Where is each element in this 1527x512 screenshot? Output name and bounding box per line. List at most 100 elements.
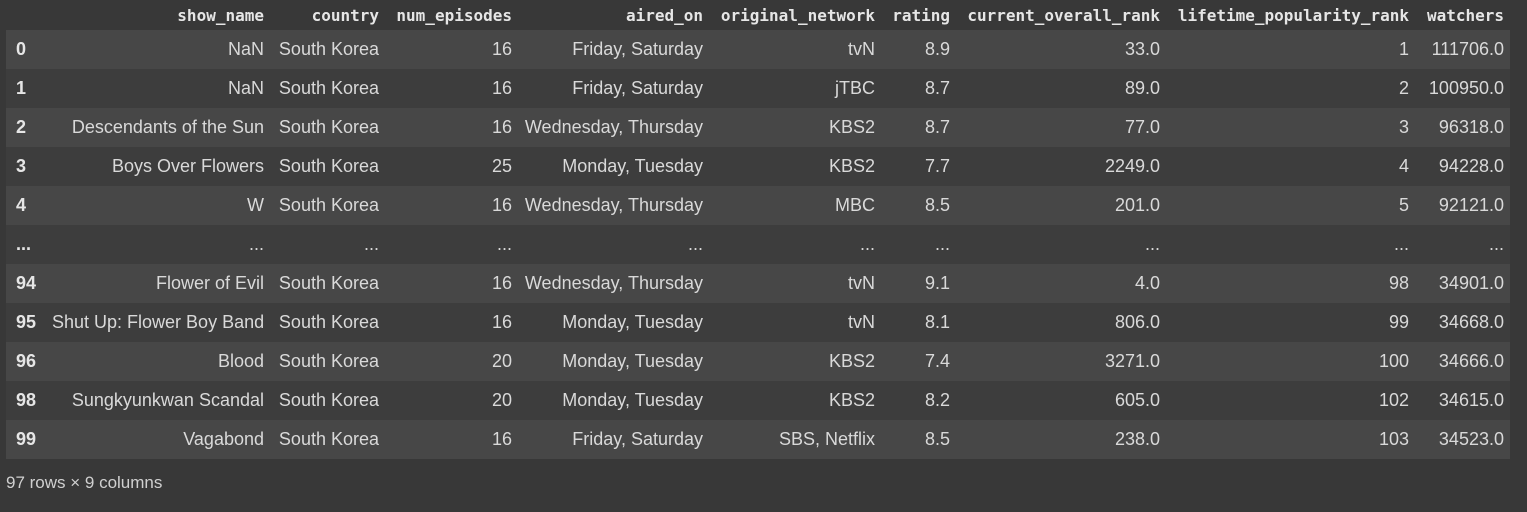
table-cell: South Korea (278, 195, 379, 215)
row-index: 0 (16, 39, 27, 59)
column-header: rating (881, 0, 956, 30)
table-cell: 8.7 (924, 117, 950, 137)
table-cell: Monday, Tuesday (562, 312, 703, 332)
table-cell: 96318.0 (1438, 117, 1504, 137)
table-cell: Friday, Saturday (572, 78, 703, 98)
row-column-count: 97 rows × 9 columns (6, 473, 163, 492)
table-cell: South Korea (278, 273, 379, 293)
table-cell: ... (496, 234, 512, 254)
table-cell: 34523.0 (1438, 429, 1504, 449)
table-row: 94 Flower of Evil South Korea 16 Wednesday, … (6, 264, 1510, 303)
table-cell: 98 (1388, 273, 1409, 293)
table-cell: 89.0 (1124, 78, 1160, 98)
table-cell: 16 (491, 39, 512, 59)
table-cell: 92121.0 (1438, 195, 1504, 215)
table-cell: 3271.0 (1104, 351, 1160, 371)
table-cell: 8.5 (924, 429, 950, 449)
table-cell: tvN (848, 39, 875, 59)
table-cell: 16 (491, 195, 512, 215)
table-cell: Blood (217, 351, 264, 371)
table-cell: Shut Up: Flower Boy Band (52, 312, 265, 332)
table-cell: Boys Over Flowers (111, 156, 264, 176)
column-header: num_episodes (385, 0, 518, 30)
table-cell: 8.7 (924, 78, 950, 98)
row-index: 95 (16, 312, 37, 332)
table-cell: ... (1488, 234, 1504, 254)
table-cell: 16 (491, 273, 512, 293)
table-cell: 605.0 (1114, 390, 1160, 410)
table-cell: NaN (227, 78, 264, 98)
table-cell: 16 (491, 312, 512, 332)
column-header: original_network (709, 0, 881, 30)
table-cell: jTBC (835, 78, 875, 98)
table-cell: Wednesday, Thursday (524, 117, 703, 137)
table-cell: ... (1144, 234, 1160, 254)
table-cell: South Korea (278, 39, 379, 59)
table-cell: Flower of Evil (155, 273, 264, 293)
table-cell: 16 (491, 78, 512, 98)
table-row: 4 W South Korea 16 Wednesday, Thursday MBC 8.5… (6, 186, 1510, 225)
table-row: .............................. (6, 225, 1510, 264)
table-cell: South Korea (278, 390, 379, 410)
table-cell: 100950.0 (1428, 78, 1504, 98)
table-cell: ... (859, 234, 875, 254)
table-cell: South Korea (278, 429, 379, 449)
index-header (6, 0, 46, 30)
column-header: lifetime_popularity_rank (1166, 0, 1415, 30)
column-header: country (270, 0, 385, 30)
table-row: 0 NaN South Korea 16 Friday, Saturday tvN 8.9 3… (6, 30, 1510, 69)
table-cell: Descendants of the Sun (71, 117, 264, 137)
table-cell: 7.7 (924, 156, 950, 176)
row-index: 4 (16, 195, 27, 215)
row-index: 99 (16, 429, 37, 449)
table-cell: 34668.0 (1438, 312, 1504, 332)
table-cell: 2 (1398, 78, 1409, 98)
table-cell: 103 (1378, 429, 1409, 449)
dataframe-table: show_name country num_episodes aired_on … (6, 0, 1510, 459)
table-cell: 20 (491, 390, 512, 410)
header-row: show_name country num_episodes aired_on … (6, 0, 1510, 30)
table-cell: South Korea (278, 78, 379, 98)
table-cell: 3 (1398, 117, 1409, 137)
table-cell: ... (934, 234, 950, 254)
column-header: watchers (1415, 0, 1510, 30)
table-cell: 201.0 (1114, 195, 1160, 215)
table-cell: 16 (491, 117, 512, 137)
table-cell: South Korea (278, 156, 379, 176)
table-cell: 9.1 (924, 273, 950, 293)
table-cell: MBC (835, 195, 875, 215)
table-cell: KBS2 (828, 156, 875, 176)
table-cell: 4 (1398, 156, 1409, 176)
table-cell: 16 (491, 429, 512, 449)
row-index: 1 (16, 78, 27, 98)
column-header: current_overall_rank (956, 0, 1166, 30)
row-index: 96 (16, 351, 37, 371)
table-cell: 1 (1398, 39, 1409, 59)
table-cell: 2249.0 (1104, 156, 1160, 176)
table-cell: 100 (1378, 351, 1409, 371)
table-cell: ... (1393, 234, 1409, 254)
table-row: 99 Vagabond South Korea 16 Friday, Saturday S… (6, 420, 1510, 459)
table-cell: 77.0 (1124, 117, 1160, 137)
table-row: 95 Shut Up: Flower Boy Band South Korea 16 M… (6, 303, 1510, 342)
table-cell: South Korea (278, 117, 379, 137)
table-cell: 4.0 (1134, 273, 1160, 293)
table-cell: KBS2 (828, 390, 875, 410)
table-cell: Friday, Saturday (572, 429, 703, 449)
table-cell: W (247, 195, 264, 215)
table-cell: 33.0 (1124, 39, 1160, 59)
row-index: 3 (16, 156, 27, 176)
table-cell: ... (687, 234, 703, 254)
table-cell: 8.9 (924, 39, 950, 59)
table-cell: 102 (1378, 390, 1409, 410)
table-cell: 99 (1388, 312, 1409, 332)
table-row: 98 Sungkyunkwan Scandal South Korea 20 Monda… (6, 381, 1510, 420)
table-cell: 8.1 (924, 312, 950, 332)
table-cell: 806.0 (1114, 312, 1160, 332)
column-header: aired_on (518, 0, 709, 30)
table-cell: tvN (848, 312, 875, 332)
row-index: 98 (16, 390, 37, 410)
table-cell: Monday, Tuesday (562, 351, 703, 371)
table-cell: 34615.0 (1438, 390, 1504, 410)
table-cell: KBS2 (828, 351, 875, 371)
